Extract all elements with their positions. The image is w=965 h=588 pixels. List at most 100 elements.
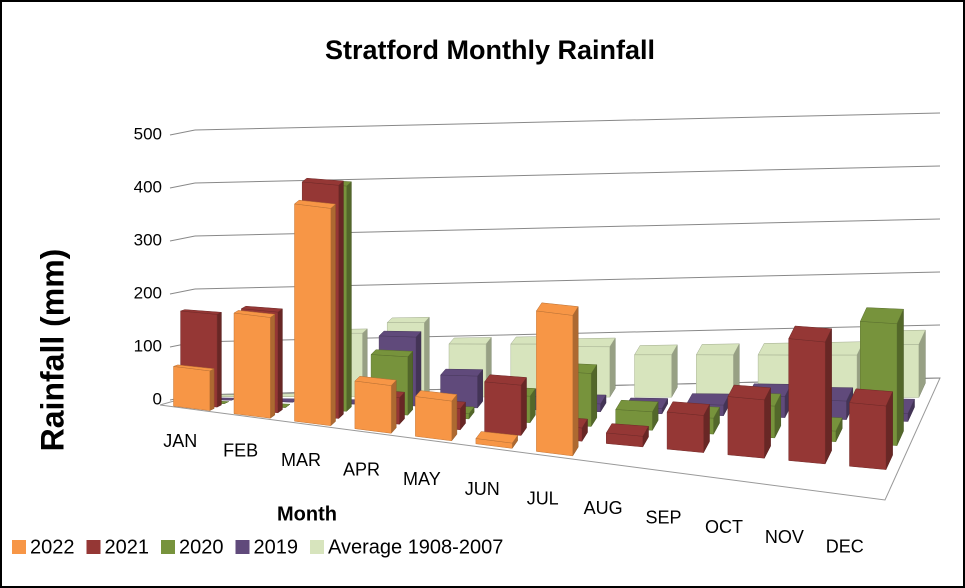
legend-swatch — [86, 540, 101, 554]
grid-line — [169, 288, 196, 295]
bar-side — [346, 181, 352, 412]
y-tick-label: 500 — [134, 124, 162, 143]
grid-line — [169, 129, 196, 136]
bar-top — [386, 316, 430, 323]
bar — [695, 343, 740, 398]
bar-top — [572, 337, 616, 348]
legend-swatch — [310, 540, 324, 554]
bar-front — [849, 402, 887, 470]
x-tick-label: SEP — [646, 508, 682, 528]
bar-side — [824, 328, 832, 465]
y-tick-label: 300 — [134, 230, 162, 249]
legend-swatch — [235, 540, 250, 554]
bar-top — [370, 349, 414, 358]
legend-swatch — [12, 540, 26, 554]
bar-front — [788, 338, 826, 465]
bar — [634, 343, 678, 399]
bar-top — [354, 376, 397, 386]
bar-front — [536, 310, 573, 457]
bar-side — [277, 308, 283, 414]
bar-front — [727, 396, 765, 459]
bar — [354, 376, 397, 434]
bar-side — [209, 368, 215, 412]
bar — [605, 423, 649, 448]
bar — [475, 431, 519, 450]
bar-side — [407, 350, 413, 416]
bar-top — [378, 330, 422, 338]
bar — [484, 374, 527, 437]
y-tick-label: 200 — [134, 283, 162, 302]
bar-top — [475, 431, 519, 444]
y-tick-label: 0 — [153, 389, 162, 408]
bar-front — [354, 380, 392, 434]
grid-line — [194, 112, 941, 131]
bar-front — [634, 354, 672, 398]
bar-top — [484, 374, 527, 386]
bar-side — [590, 363, 598, 428]
bar-side — [270, 313, 276, 419]
bar-top — [448, 337, 492, 345]
bar-top — [173, 364, 215, 372]
bar-front — [696, 354, 734, 398]
grid-line — [169, 235, 196, 242]
x-tick-label: DEC — [826, 536, 864, 556]
bar-side — [424, 316, 430, 398]
bar — [727, 384, 771, 459]
x-tick-label: AUG — [584, 498, 623, 518]
bar-top — [180, 309, 223, 315]
y-axis-title: Rainfall (mm) — [34, 249, 70, 452]
bar — [173, 364, 215, 412]
bar-top — [414, 390, 458, 402]
y-tick-label: 100 — [134, 336, 162, 355]
x-tick-label: JUN — [465, 479, 500, 499]
bar-side — [338, 180, 344, 420]
x-tick-label: FEB — [223, 440, 258, 460]
y-tick-label: 400 — [134, 177, 162, 196]
bar-top — [634, 344, 678, 356]
bar-front — [173, 366, 211, 411]
bar-side — [896, 309, 904, 446]
bar — [849, 388, 893, 470]
bar — [233, 310, 276, 419]
legend-label: 2021 — [105, 536, 150, 558]
bar-top — [615, 399, 659, 413]
bar-side — [572, 305, 579, 457]
legend-label: 2019 — [254, 536, 299, 558]
bar-side — [520, 376, 527, 437]
x-tick-label: MAR — [281, 450, 321, 470]
bar — [535, 302, 579, 457]
bar — [788, 325, 832, 465]
grid-line — [169, 182, 196, 189]
bar-top — [240, 305, 284, 313]
chart-title: Stratford Monthly Rainfall — [325, 35, 655, 65]
x-tick-label: JAN — [163, 431, 197, 451]
bar — [666, 401, 710, 453]
bar-top — [293, 199, 337, 209]
bar-top — [849, 388, 893, 407]
bar — [414, 390, 458, 442]
legend-label: Average 1908-2007 — [328, 536, 503, 558]
bar-front — [666, 411, 704, 453]
bar-top — [535, 302, 579, 316]
x-tick-label: OCT — [705, 517, 743, 537]
bar-top — [666, 401, 710, 416]
bar-front — [233, 312, 271, 419]
bar-top — [695, 343, 740, 356]
bar-side — [216, 311, 222, 408]
bar — [293, 199, 337, 427]
x-tick-label: NOV — [765, 527, 804, 547]
bar-top — [859, 307, 904, 324]
bar-top — [301, 177, 344, 186]
bar-front — [415, 396, 452, 442]
bar-side — [451, 393, 458, 442]
bar-top — [605, 423, 649, 437]
legend-label: 2020 — [179, 536, 224, 558]
x-tick-label: MAY — [403, 469, 441, 489]
x-tick-label: JUL — [527, 488, 559, 508]
bar-top — [233, 310, 276, 318]
bar-top — [727, 384, 771, 401]
legend-swatch — [161, 540, 175, 554]
bar-top — [788, 325, 832, 343]
bar-side — [330, 203, 336, 427]
